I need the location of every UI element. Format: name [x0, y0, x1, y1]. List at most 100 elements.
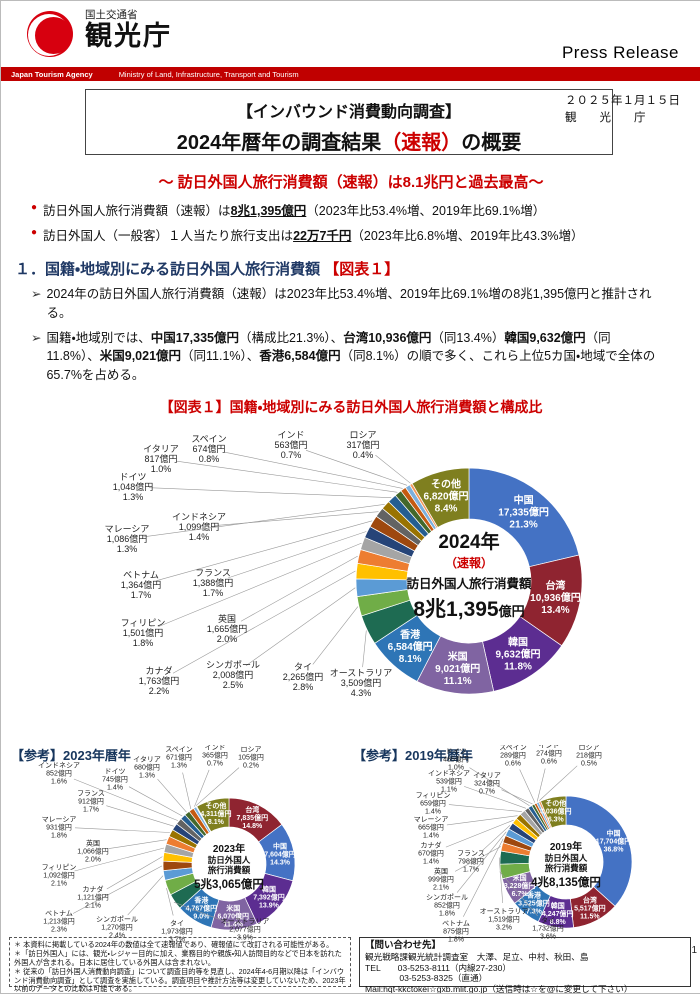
callout-line	[173, 901, 231, 924]
donut-label-ロシア: ロシア 105億円 0.2%	[238, 745, 264, 769]
text-run: 8兆1,395億円	[230, 204, 307, 218]
donut-label-マレーシア: マレーシア 931億円 1.8%	[42, 815, 77, 839]
donut-label-その他: その他 6,820億円 8.4%	[424, 477, 469, 514]
callout-line	[536, 768, 546, 802]
donut-segment-その他	[196, 797, 230, 832]
callout-line	[106, 805, 174, 827]
donut-label-マレーシア: マレーシア 1,086億円 1.3%	[105, 524, 150, 554]
callout-line	[445, 819, 514, 848]
callout-line	[498, 857, 503, 903]
donut-label-インド: インド 274億円 0.6%	[536, 745, 562, 765]
callout-line	[128, 786, 183, 817]
donut-segment-中国	[468, 467, 580, 567]
section1-point-1: ➢ 2024年の訪日外国人旅行消費額（速報）は2023年比53.4%増、2019…	[31, 285, 683, 323]
donut-label-ドイツ: ドイツ 1,048億円 1.3%	[113, 472, 154, 502]
donut-segment-その他	[411, 467, 470, 528]
text-run: 2024年の訪日外国人旅行消費額（速報）は2023年比53.4%増、2019年比…	[46, 287, 652, 320]
text-run: 台湾10,936億円	[343, 330, 432, 345]
donut-label-韓国: 韓国 7,392億円 13.9%	[253, 884, 285, 909]
donut-label-シンガポール: シンガポール 852億円 1.8%	[426, 892, 468, 917]
section1-figure-ref: 【図表１】	[324, 261, 400, 278]
donut-label-英国: 英国 999億円 2.1%	[428, 866, 454, 891]
donut-label-スペイン: スペイン 671億円 1.3%	[165, 745, 193, 769]
header: 国土交通省 観光庁 Press Release	[1, 1, 700, 67]
callout-line	[454, 845, 501, 872]
donut-label-米国: 米国 3,228億円 6.7%	[504, 873, 536, 898]
key-point-2-text: 訪日外国人（一般客）１人当たり旅行支出は22万7千円（2023年比6.8%増、2…	[43, 225, 583, 244]
donut-chart-2024: 中国 17,335億円 21.3% 台湾 10,936億円 13.4% 韓国 9,632億円 1…	[105, 430, 583, 698]
text-run: （速報）	[381, 132, 462, 154]
ref-2023-heading: 【参考】2023年暦年	[11, 747, 131, 763]
callout-line	[166, 887, 174, 916]
donut-label-インド: インド 365億円 0.7%	[202, 745, 228, 767]
donut-label-イタリア: イタリア 680億円 1.3%	[133, 754, 161, 779]
callout-line	[519, 769, 536, 803]
callout-line	[156, 520, 373, 581]
key-points: ● 訪日外国人旅行消費額（速報）は8兆1,395億円（2023年比53.4%増、…	[31, 200, 700, 244]
donut-2019: 中国 17,704億円 36.8% 台湾 5,517億円 11.5%韓国 4,247億円 8.…	[414, 745, 633, 943]
date-block: ２０２５年１月１５日 観 光 庁	[565, 93, 687, 128]
contact-tel: TEL 03-5253-8111（内線27-230）	[365, 962, 512, 973]
donut-label-シンガポール: シンガポール 1,270億円 2.4%	[96, 914, 138, 939]
contact-box: 【問い合わせ先】 観光戦略課観光統計調査室 大澤、足立、中村、秋田、島 TEL …	[359, 937, 691, 993]
callout-line	[362, 630, 367, 667]
center-total: 8兆1,395億円	[369, 593, 569, 623]
key-point-1-text: 訪日外国人旅行消費額（速報）は8兆1,395億円（2023年比53.4%増、20…	[43, 200, 545, 219]
text-run: の概要	[461, 132, 522, 154]
donut-label-インドネシア: インドネシア 539億円 1.1%	[428, 769, 470, 793]
callout-line	[501, 789, 533, 805]
contact-mail: Mail:hqt-kkctokei☆gxb.mlit.go.jp（送信時は☆を@…	[365, 984, 633, 994]
callout-line	[127, 875, 164, 916]
section1-body: ➢ 2024年の訪日外国人旅行消費額（速報）は2023年比53.4%増、2019…	[31, 285, 683, 385]
donut-label-中国: 中国 7,604億円 14.3%	[264, 841, 296, 866]
donut-label-カナダ: カナダ 1,121億円 2.1%	[77, 884, 109, 909]
donut-center-2024: 2024年 （速報） 訪日外国人旅行消費額 8兆1,395億円	[369, 527, 569, 623]
release-org: 観 光 庁	[565, 112, 646, 125]
donut-label-中国: 中国 17,335億円 21.3%	[498, 493, 549, 530]
donut-2023: 台湾 7,835億円 14.8% 中国 7,604億円 14.3% 韓国 7,392億円 13.…	[38, 745, 296, 943]
contact-office: 観光戦略課観光統計調査室 大澤、足立、中村、秋田、島	[365, 951, 589, 962]
text-run: （同13.4%）	[431, 330, 505, 345]
headline: ～ 訪日外国人旅行消費額（速報）は8.1兆円と過去最高～	[158, 174, 544, 191]
callout-line	[240, 555, 358, 622]
section1-point-2-text: 国籍・地域別では、中国17,335億円（構成比21.3%）、台湾10,936億円…	[46, 329, 661, 385]
callout-line	[245, 587, 356, 666]
callout-line	[214, 511, 379, 526]
donut-label-インドネシア: インドネシア 852億円 1.6%	[38, 761, 80, 785]
text-run: 米国9,021億円	[99, 349, 182, 364]
ministry-name: 国土交通省	[85, 9, 138, 21]
key-point-2: ● 訪日外国人（一般客）１人当たり旅行支出は22万7千円（2023年比6.8%増…	[31, 225, 700, 244]
donut-label-台湾: 台湾 7,835億円 14.8%	[237, 805, 269, 830]
donut-label-英国: 英国 1,665億円 2.0%	[207, 613, 248, 644]
note-1: ＊ 本資料に掲載している2024年の数値は全て速報値であり、確報値にて改訂される…	[14, 940, 334, 949]
callout-line	[157, 542, 362, 627]
text-run: 訪日外国人旅行消費額（速報）は	[43, 204, 231, 218]
note-3: ＊ 従来の「訪日外国人消費動向調査」について調査目的等を見直し、2024年4-6…	[14, 967, 346, 994]
callout-line	[224, 451, 403, 489]
donut-label-ベトナム: ベトナム 875億円 1.8%	[442, 919, 470, 943]
press-release-label: Press Release	[561, 43, 679, 62]
section1-heading: １．国籍・地域別にみる訪日外国人旅行消費額 【図表１】	[15, 258, 700, 279]
title-area: 【インバウンド消費動向調査】 2024年暦年の調査結果（速報）の概要 ２０２５年…	[1, 87, 700, 167]
callout-line	[172, 570, 356, 674]
callout-line	[194, 769, 210, 807]
red-banner: Japan Tourism Agency Ministry of Land, I…	[1, 67, 700, 81]
donut-segment-その他	[540, 795, 567, 829]
donut-label-シンガポール: シンガポール 2,008億円 2.5%	[206, 660, 260, 690]
callout-line	[375, 454, 411, 484]
callout-line	[499, 871, 538, 916]
center-note: （速報）	[444, 555, 493, 570]
title-box: 【インバウンド消費動向調査】 2024年暦年の調査結果（速報）の概要	[85, 89, 613, 155]
section1-point-1-text: 2024年の訪日外国人旅行消費額（速報）は2023年比53.4%増、2019年比…	[46, 285, 661, 323]
text-run: （2023年比53.4%増、2019年比69.1%増）	[306, 204, 546, 218]
center-total-value: 4兆8,135億円	[531, 877, 601, 890]
donut-label-オーストラリア: オーストラリア 1,519億円 3.2%	[480, 907, 529, 931]
callout-line	[228, 530, 367, 578]
donut-label-タイ: タイ 1,973億円 3.7%	[161, 918, 193, 943]
donut-center-2023: 2023年 訪日外国人 旅行消費額 5兆3,065億円	[174, 840, 284, 892]
donut-2024: 中国 17,335億円 21.3% 台湾 10,936億円 13.4% 韓国 9,632億円 1…	[105, 430, 583, 698]
donut-label-英国: 英国 1,066億円 2.0%	[77, 838, 109, 863]
donut-label-韓国: 韓国 9,632億円 11.8%	[495, 635, 540, 672]
donut-label-ベトナム: ベトナム 1,364億円 1.7%	[121, 570, 162, 600]
